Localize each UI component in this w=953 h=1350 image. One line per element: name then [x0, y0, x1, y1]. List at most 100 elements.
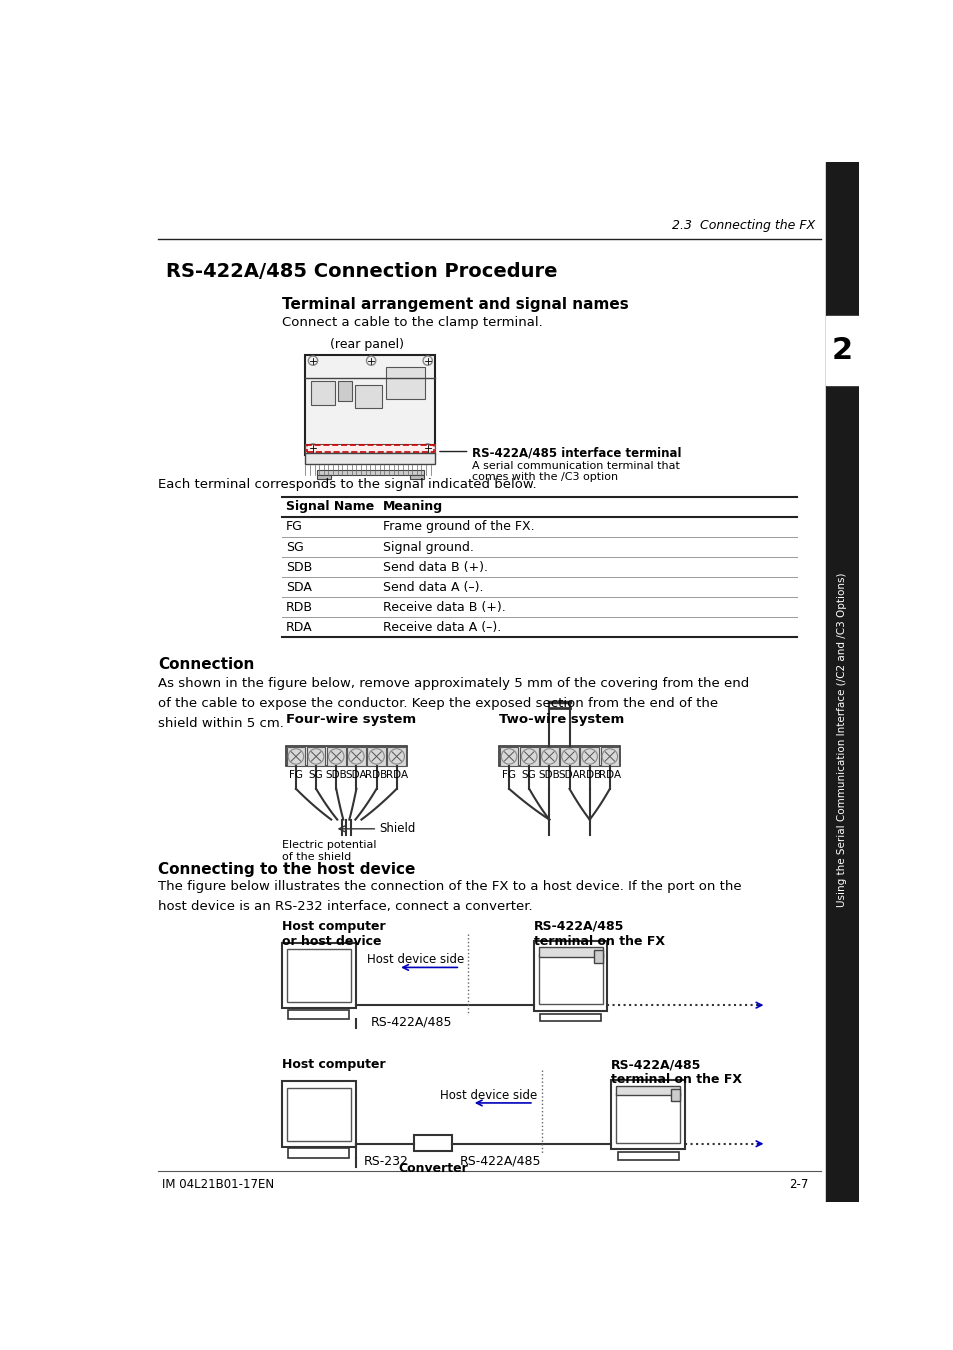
Bar [282, 942, 355, 1008]
Text: RDB: RDB [365, 769, 387, 779]
Bar [282, 1081, 355, 1148]
Bar [327, 747, 345, 765]
Text: Terminal arrangement and signal names: Terminal arrangement and signal names [282, 297, 628, 312]
Text: Meaning: Meaning [382, 501, 442, 513]
Text: FG: FG [501, 769, 516, 779]
Bar [414, 1134, 452, 1152]
Text: Each terminal corresponds to the signal indicated below.: Each terminal corresponds to the signal … [158, 478, 536, 490]
Bar [519, 747, 537, 765]
Bar [288, 1010, 349, 1019]
Text: RDA: RDA [286, 621, 313, 633]
Bar [387, 747, 406, 765]
Text: SDA: SDA [286, 580, 312, 594]
Bar [539, 747, 558, 765]
Text: SG: SG [521, 769, 536, 779]
Text: Connect a cable to the clamp terminal.: Connect a cable to the clamp terminal. [282, 316, 542, 329]
Bar [537, 954, 602, 1004]
Text: Using the Serial Communication Interface (/C2 and /C3 Options): Using the Serial Communication Interface… [837, 572, 846, 907]
Bar [385, 367, 424, 400]
Bar [825, 316, 858, 385]
Bar [670, 1089, 679, 1102]
Bar [347, 747, 365, 765]
Bar [593, 950, 602, 963]
Bar [579, 747, 598, 765]
Bar [286, 1088, 351, 1141]
Text: SG: SG [286, 540, 303, 553]
Text: Host computer: Host computer [282, 1058, 385, 1072]
Text: Send data A (–).: Send data A (–). [382, 580, 483, 594]
Text: The figure below illustrates the connection of the FX to a host device. If the p: The figure below illustrates the connect… [158, 880, 740, 914]
Bar [337, 382, 352, 401]
Text: Converter: Converter [397, 1162, 468, 1176]
Text: Frame ground of the FX.: Frame ground of the FX. [382, 521, 534, 533]
Text: RDB: RDB [286, 601, 313, 613]
Bar [316, 475, 331, 479]
Text: Host device side: Host device side [440, 1088, 537, 1102]
Bar [286, 747, 406, 767]
Bar [410, 475, 423, 479]
Text: (rear panel): (rear panel) [330, 338, 404, 351]
Text: RS-422A/485: RS-422A/485 [371, 1017, 452, 1029]
Bar [286, 747, 305, 765]
Text: Signal Name: Signal Name [286, 501, 374, 513]
Bar [616, 1085, 679, 1095]
Bar [611, 1080, 684, 1149]
Text: Send data B (+).: Send data B (+). [382, 560, 487, 574]
Bar [537, 948, 602, 957]
Text: SDB: SDB [537, 769, 559, 779]
Bar [599, 747, 618, 765]
Bar [355, 385, 381, 409]
Bar [499, 747, 517, 765]
Bar [825, 162, 858, 1202]
Bar [305, 454, 435, 464]
Text: RS-422A/485 Connection Procedure: RS-422A/485 Connection Procedure [166, 262, 557, 281]
Text: As shown in the figure below, remove approximately 5 mm of the covering from the: As shown in the figure below, remove app… [158, 678, 748, 730]
Text: RDA: RDA [598, 769, 620, 779]
Text: RS-422A/485
terminal on the FX: RS-422A/485 terminal on the FX [611, 1058, 741, 1087]
Text: IM 04L21B01-17EN: IM 04L21B01-17EN [162, 1179, 274, 1191]
Text: SDA: SDA [345, 769, 367, 779]
Bar [288, 1149, 349, 1157]
Text: RDA: RDA [385, 769, 407, 779]
Bar [307, 747, 325, 765]
Text: SDB: SDB [325, 769, 347, 779]
Bar [305, 355, 435, 455]
Text: Receive data B (+).: Receive data B (+). [382, 601, 505, 613]
Text: SG: SG [309, 769, 323, 779]
Bar [311, 382, 335, 405]
Text: SDB: SDB [286, 560, 312, 574]
Text: Signal ground.: Signal ground. [382, 540, 473, 553]
Bar [498, 747, 619, 767]
Text: FG: FG [286, 521, 302, 533]
Text: RS-422A/485
terminal on the FX: RS-422A/485 terminal on the FX [534, 919, 664, 948]
Bar [316, 470, 423, 475]
Text: Four-wire system: Four-wire system [286, 713, 416, 726]
Text: Connecting to the host device: Connecting to the host device [158, 861, 415, 878]
Bar [305, 444, 435, 454]
Text: Connection: Connection [158, 657, 254, 672]
Text: Host device side: Host device side [367, 953, 464, 967]
Text: Shield: Shield [378, 822, 415, 836]
Bar [307, 446, 434, 451]
Text: Host computer
or host device: Host computer or host device [282, 919, 385, 948]
Bar [617, 1152, 679, 1160]
Text: 2.3  Connecting the FX: 2.3 Connecting the FX [671, 219, 815, 232]
Text: FG: FG [289, 769, 303, 779]
Text: 2-7: 2-7 [789, 1179, 808, 1191]
Bar [367, 747, 385, 765]
Text: RDB: RDB [578, 769, 600, 779]
Text: RS-232: RS-232 [363, 1154, 408, 1168]
Text: Two-wire system: Two-wire system [498, 713, 623, 726]
Text: 2: 2 [831, 336, 852, 364]
Text: Electric potential
of the shield: Electric potential of the shield [282, 840, 376, 861]
Bar [286, 949, 351, 1002]
Bar [559, 747, 578, 765]
Text: Receive data A (–).: Receive data A (–). [382, 621, 500, 633]
Bar [539, 1014, 600, 1022]
Bar [534, 941, 607, 1011]
Text: SDA: SDA [558, 769, 579, 779]
Text: RS-422A/485 interface terminal: RS-422A/485 interface terminal [472, 447, 680, 460]
Bar [616, 1094, 679, 1143]
Text: RS-422A/485: RS-422A/485 [459, 1154, 541, 1168]
Text: A serial communication terminal that
comes with the /C3 option: A serial communication terminal that com… [472, 460, 679, 482]
